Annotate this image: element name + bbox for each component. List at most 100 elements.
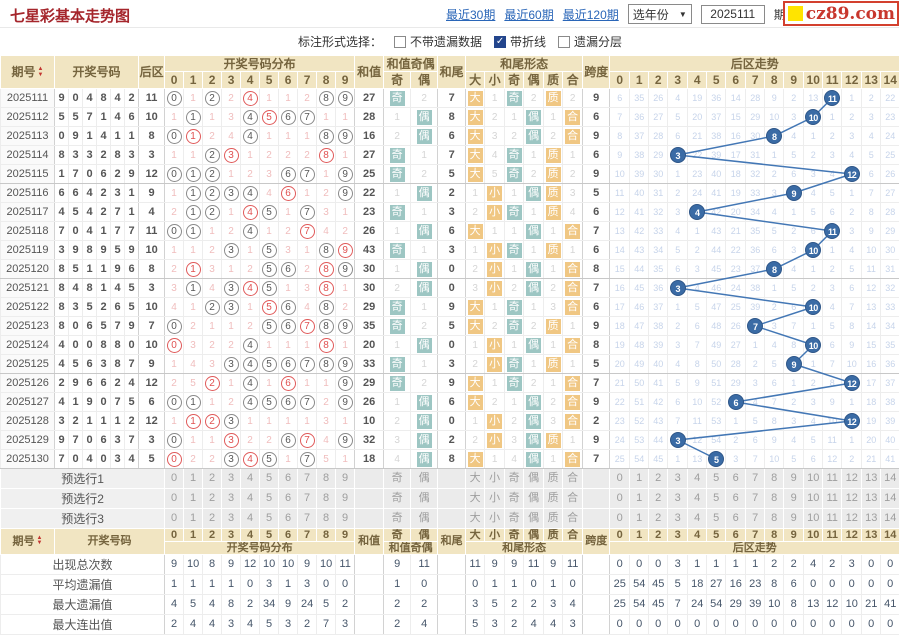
preselect-trend-cell[interactable]: 0 [609,468,631,489]
preselect-trend-cell[interactable]: 4 [687,488,708,509]
preselect-form-cell[interactable]: 小 [484,488,506,509]
link-last-120[interactable]: 最近120期 [562,7,619,22]
preselect-trend-cell[interactable]: 1 [629,488,650,509]
preselect-dist-cell[interactable]: 3 [221,468,242,489]
preselect-trend-cell[interactable]: 3 [667,508,689,529]
preselect-form-cell[interactable]: 偶 [523,468,545,489]
preselect-dist-cell[interactable]: 6 [278,468,299,489]
preselect-trend-cell[interactable]: 7 [745,508,766,529]
preselect-dist-cell[interactable]: 8 [316,468,337,489]
preselect-trend-cell[interactable]: 11 [822,468,843,489]
preselect-trend-cell[interactable]: 2 [648,488,669,509]
sort-icon[interactable]: ▲ ▼ [36,534,43,547]
preselect-dist-cell[interactable]: 7 [297,508,318,529]
preselect-dist-cell[interactable]: 9 [335,508,356,529]
preselect-trend-cell[interactable]: 0 [609,488,631,509]
checkbox-icon[interactable] [558,35,571,48]
preselect-dist-cell[interactable]: 0 [164,488,185,509]
preselect-dist-cell[interactable]: 1 [183,468,204,489]
preselect-dist-cell[interactable]: 4 [240,468,261,489]
preselect-dist-cell[interactable]: 6 [278,488,299,509]
preselect-dist-cell[interactable]: 5 [259,488,280,509]
preselect-dist-cell[interactable]: 7 [297,488,318,509]
preselect-trend-cell[interactable]: 5 [706,468,727,489]
preselect-trend-cell[interactable]: 11 [822,508,843,529]
preselect-form-cell[interactable]: 偶 [523,508,545,529]
preselect-oe-cell[interactable]: 偶 [410,508,439,529]
preselect-trend-cell[interactable]: 1 [629,508,650,529]
preselect-form-cell[interactable]: 质 [543,488,564,509]
preselect-trend-cell[interactable]: 14 [880,508,899,529]
preselect-trend-cell[interactable]: 7 [745,488,766,509]
preselect-trend-cell[interactable]: 8 [764,508,785,529]
preselect-trend-cell[interactable]: 4 [687,508,708,529]
checkbox-icon[interactable] [394,35,407,48]
preselect-dist-cell[interactable]: 9 [335,468,356,489]
preselect-trend-cell[interactable]: 6 [725,468,747,489]
preselect-trend-cell[interactable]: 5 [706,508,727,529]
preselect-trend-cell[interactable]: 9 [783,468,805,489]
preselect-dist-cell[interactable]: 0 [164,468,185,489]
preselect-form-cell[interactable]: 小 [484,508,506,529]
preselect-trend-cell[interactable]: 8 [764,468,785,489]
preselect-trend-cell[interactable]: 9 [783,508,805,529]
preselect-trend-cell[interactable]: 13 [861,488,882,509]
preselect-dist-cell[interactable]: 6 [278,508,299,529]
preselect-trend-cell[interactable]: 12 [841,508,863,529]
preselect-trend-cell[interactable]: 8 [764,488,785,509]
period-from-input[interactable]: 2025111 [700,4,765,24]
preselect-trend-cell[interactable]: 10 [803,468,824,489]
preselect-trend-cell[interactable]: 6 [725,508,747,529]
preselect-trend-cell[interactable]: 12 [841,488,863,509]
preselect-form-cell[interactable]: 合 [562,488,584,509]
preselect-form-cell[interactable]: 质 [543,508,564,529]
preselect-dist-cell[interactable]: 0 [164,508,185,529]
preselect-oe-cell[interactable]: 奇 [383,468,412,489]
preselect-dist-cell[interactable]: 1 [183,508,204,529]
preselect-form-cell[interactable]: 偶 [523,488,545,509]
preselect-form-cell[interactable]: 小 [484,468,506,489]
preselect-trend-cell[interactable]: 6 [725,488,747,509]
preselect-form-cell[interactable]: 奇 [504,468,525,489]
year-select[interactable]: 选年份 ▼ [627,4,692,24]
preselect-dist-cell[interactable]: 4 [240,508,261,529]
preselect-dist-cell[interactable]: 3 [221,508,242,529]
preselect-trend-cell[interactable]: 4 [687,468,708,489]
preselect-dist-cell[interactable]: 9 [335,488,356,509]
preselect-form-cell[interactable]: 大 [465,488,486,509]
link-last-30[interactable]: 最近30期 [446,7,496,22]
preselect-dist-cell[interactable]: 2 [202,468,223,489]
preselect-oe-cell[interactable]: 奇 [383,488,412,509]
preselect-trend-cell[interactable]: 9 [783,488,805,509]
sort-icon[interactable]: ▲ ▼ [37,66,44,78]
preselect-oe-cell[interactable]: 偶 [410,488,439,509]
preselect-dist-cell[interactable]: 1 [183,488,204,509]
col-header-period[interactable]: 期号 ▲ ▼ [0,528,55,555]
preselect-dist-cell[interactable]: 2 [202,508,223,529]
preselect-trend-cell[interactable]: 7 [745,468,766,489]
preselect-trend-cell[interactable]: 14 [880,468,899,489]
logo-cz89[interactable]: cz89.com [782,1,899,26]
col-header-period[interactable]: 期号 ▲ ▼ [0,55,55,89]
preselect-dist-cell[interactable]: 4 [240,488,261,509]
preselect-dist-cell[interactable]: 5 [259,508,280,529]
checkbox-checked-icon[interactable]: ✓ [494,35,507,48]
preselect-dist-cell[interactable]: 8 [316,508,337,529]
preselect-oe-cell[interactable]: 奇 [383,508,412,529]
preselect-dist-cell[interactable]: 8 [316,488,337,509]
preselect-trend-cell[interactable]: 13 [861,508,882,529]
preselect-form-cell[interactable]: 大 [465,468,486,489]
preselect-trend-cell[interactable]: 10 [803,488,824,509]
checkbox-option-1[interactable]: ✓ 带折线 [494,33,546,50]
preselect-trend-cell[interactable]: 3 [667,468,689,489]
preselect-form-cell[interactable]: 奇 [504,488,525,509]
preselect-dist-cell[interactable]: 5 [259,468,280,489]
preselect-trend-cell[interactable]: 2 [648,468,669,489]
checkbox-option-2[interactable]: 遗漏分层 [558,33,622,50]
link-last-60[interactable]: 最近60期 [504,7,554,22]
preselect-form-cell[interactable]: 大 [465,508,486,529]
preselect-dist-cell[interactable]: 7 [297,468,318,489]
preselect-trend-cell[interactable]: 1 [629,468,650,489]
preselect-dist-cell[interactable]: 3 [221,488,242,509]
preselect-trend-cell[interactable]: 2 [648,508,669,529]
